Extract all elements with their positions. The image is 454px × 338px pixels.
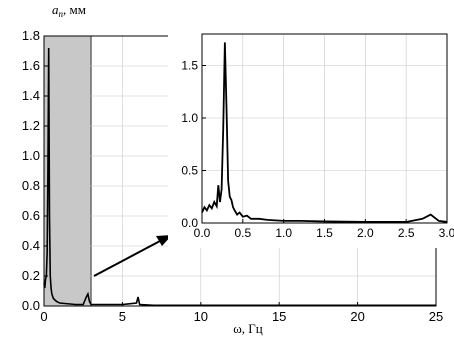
main-y-tick-label: 0.8 bbox=[22, 178, 40, 193]
main-y-tick-label: 0.4 bbox=[22, 238, 40, 253]
inset-x-tick-labels: 0.0 0.5 1.0 1.5 2.0 2.5 3.0 bbox=[194, 226, 454, 240]
inset-background bbox=[168, 30, 453, 248]
inset-x-tick-label: 2.0 bbox=[357, 226, 374, 240]
inset-x-tick-label: 0.5 bbox=[234, 226, 251, 240]
main-x-tick-label: 25 bbox=[429, 309, 443, 324]
y-axis-label-subscript: n bbox=[59, 9, 64, 19]
inset-y-tick-label: 1.5 bbox=[181, 59, 198, 73]
main-series-line bbox=[43, 47, 436, 307]
main-y-tick-label: 1.0 bbox=[22, 148, 40, 163]
inset-plot-frame bbox=[201, 33, 448, 224]
main-y-tick-label: 0.6 bbox=[22, 208, 40, 223]
highlight-region bbox=[43, 35, 92, 307]
inset-x-tick-label: 3.0 bbox=[439, 226, 454, 240]
main-y-tick-label: 1.4 bbox=[22, 88, 40, 103]
inset-y-tick-label: 0.5 bbox=[181, 164, 198, 178]
main-x-tick-label: 10 bbox=[194, 309, 208, 324]
inset-x-tick-label: 0.0 bbox=[194, 226, 211, 240]
y-axis-label-unit: , мм bbox=[63, 2, 86, 17]
x-axis-label: ω, Гц bbox=[233, 321, 263, 336]
main-y-tick-label: 0.0 bbox=[22, 298, 40, 313]
main-y-tick-label: 1.8 bbox=[22, 28, 40, 43]
main-y-tick-labels: 0.0 0.2 0.4 0.6 0.8 1.0 1.2 1.4 1.6 1.8 bbox=[22, 28, 40, 313]
inset-y-tick-label: 0.0 bbox=[181, 216, 198, 230]
zoom-arrow-line bbox=[93, 240, 161, 277]
inset-x-tick-label: 2.5 bbox=[398, 226, 415, 240]
main-x-tick-label: 15 bbox=[272, 309, 286, 324]
main-x-tick-label: 5 bbox=[119, 309, 126, 324]
inset-y-tick-labels: 0.0 0.5 1.0 1.5 bbox=[181, 59, 198, 231]
inset-y-tick-label: 1.0 bbox=[181, 111, 198, 125]
inset-series-line bbox=[201, 42, 448, 223]
inset-chart: 0.0 0.5 1.0 1.5 0.0 0.5 1.0 1.5 2.0 2.5 3.0 bbox=[168, 30, 454, 248]
y-axis-label: an, мм bbox=[52, 2, 86, 19]
main-y-tick-label: 0.2 bbox=[22, 268, 40, 283]
inset-x-tick-label: 1.5 bbox=[316, 226, 333, 240]
inset-x-tick-label: 1.0 bbox=[275, 226, 292, 240]
main-y-tick-label: 1.6 bbox=[22, 58, 40, 73]
main-x-tick-label: 0 bbox=[40, 309, 47, 324]
main-x-tick-label: 20 bbox=[350, 309, 364, 324]
main-x-tick-labels: 0 5 10 15 20 25 bbox=[40, 309, 443, 324]
main-y-tick-label: 1.2 bbox=[22, 118, 40, 133]
y-axis-label-symbol: a bbox=[52, 2, 59, 17]
